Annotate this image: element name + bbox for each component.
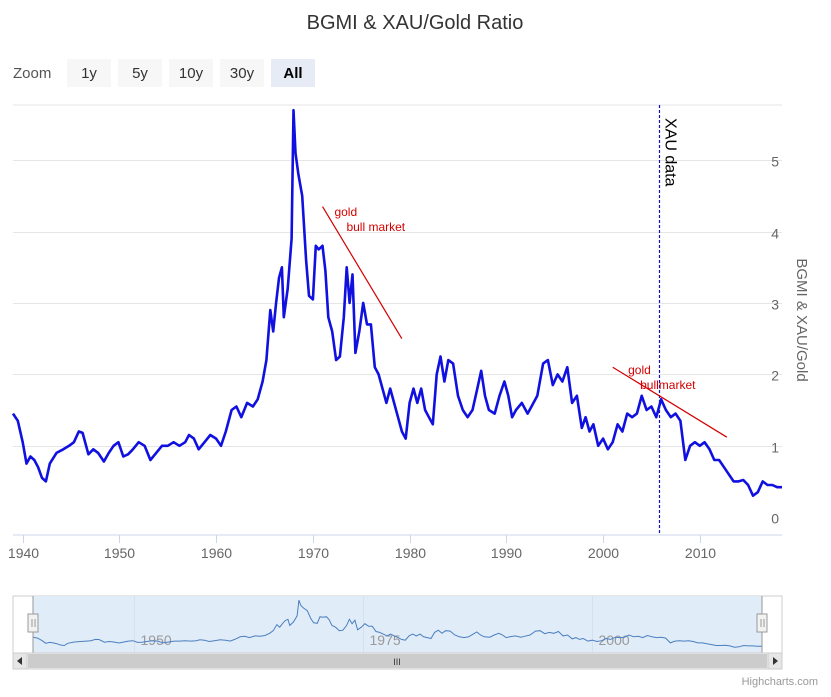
chart-title: BGMI & XAU/Gold Ratio	[307, 12, 524, 34]
scroll-left-arrow-icon[interactable]	[17, 657, 22, 665]
annotation-label-2-line-1: gold	[628, 363, 651, 377]
navigator-ticks: 1950 1975 2000	[141, 632, 630, 648]
grid-lines	[13, 104, 782, 447]
x-tick-label: 1980	[395, 545, 426, 561]
annotation-label-1-line-2: bull market	[346, 220, 405, 234]
xau-data-plot-line: XAU data	[658, 105, 679, 535]
zoom-button-5y-label[interactable]: 5y	[132, 65, 148, 82]
zoom-button-30y[interactable]: 30y	[220, 59, 264, 87]
series-line	[11, 108, 782, 497]
y-tick-label: 5	[771, 154, 779, 170]
zoom-button-5y-bg[interactable]	[118, 59, 162, 87]
navigator-left-handle-body[interactable]	[27, 613, 39, 633]
navigator[interactable]: 1950 1975 2000	[12, 595, 783, 654]
y-tick-label: 4	[771, 226, 779, 242]
x-tick-label: 1960	[201, 545, 232, 561]
x-axis-ticks: 1940 1950 1960 1970 1980 1990 2000 2010	[8, 535, 716, 561]
zoom-button-30y-bg[interactable]	[220, 59, 264, 87]
x-tick-label: 2010	[685, 545, 716, 561]
annotation-arrow-2	[612, 366, 728, 438]
credits-link[interactable]: Highcharts.com	[742, 676, 818, 688]
navigator-left-handle[interactable]	[27, 613, 39, 633]
scrollbar-grip[interactable]: III	[393, 657, 401, 667]
y-tick-label: 0	[771, 511, 779, 527]
navigator-right-handle-body[interactable]	[756, 613, 768, 633]
navigator-tick-label: 1975	[370, 632, 401, 648]
navigator-selected-range[interactable]	[33, 596, 762, 653]
x-tick-label: 1950	[104, 545, 135, 561]
xau-data-label: XAU data	[662, 118, 679, 187]
x-tick-label: 1970	[298, 545, 329, 561]
zoom-button-all[interactable]: All	[271, 59, 315, 87]
zoom-button-10y[interactable]: 10y	[169, 59, 213, 87]
zoom-button-1y-label[interactable]: 1y	[81, 65, 97, 82]
zoom-button-30y-label[interactable]: 30y	[230, 65, 255, 82]
series-line-path	[11, 108, 782, 497]
zoom-button-10y-bg[interactable]	[169, 59, 213, 87]
navigator-tick-label: 2000	[599, 632, 630, 648]
navigator-right-handle[interactable]	[756, 613, 768, 633]
x-tick-label: 1990	[491, 545, 522, 561]
y-tick-label: 1	[771, 440, 779, 456]
zoom-button-5y[interactable]: 5y	[118, 59, 162, 87]
x-tick-label: 2000	[588, 545, 619, 561]
zoom-buttons: 1y 5y 10y 30y All	[67, 59, 315, 87]
scroll-right-button[interactable]	[767, 652, 783, 670]
y-axis-label: BGMI & XAU/Gold	[793, 258, 810, 381]
y-axis-ticks: 0 1 2 3 4 5	[771, 154, 779, 527]
scrollbar-thumb[interactable]	[28, 654, 767, 668]
scrollbar[interactable]: III	[12, 652, 783, 670]
annotation-label-2-line-2: bullmarket	[640, 378, 696, 392]
navigator-series	[32, 600, 762, 648]
zoom-button-all-label[interactable]: All	[283, 65, 302, 82]
zoom-button-all-bg[interactable]	[271, 59, 315, 87]
annotation-arrow-1	[322, 206, 403, 339]
y-tick-label: 2	[771, 368, 779, 384]
zoom-button-1y-bg[interactable]	[67, 59, 111, 87]
x-tick-label: 1940	[8, 545, 39, 561]
scroll-right-arrow-icon[interactable]	[773, 657, 778, 665]
scroll-left-button[interactable]	[12, 652, 28, 670]
annotation-label-1-line-1: gold	[334, 205, 357, 219]
y-tick-label: 3	[771, 297, 779, 313]
zoom-label: Zoom	[13, 65, 51, 82]
navigator-tick-label: 1950	[141, 632, 172, 648]
zoom-button-10y-label[interactable]: 10y	[179, 65, 204, 82]
zoom-button-1y[interactable]: 1y	[67, 59, 111, 87]
